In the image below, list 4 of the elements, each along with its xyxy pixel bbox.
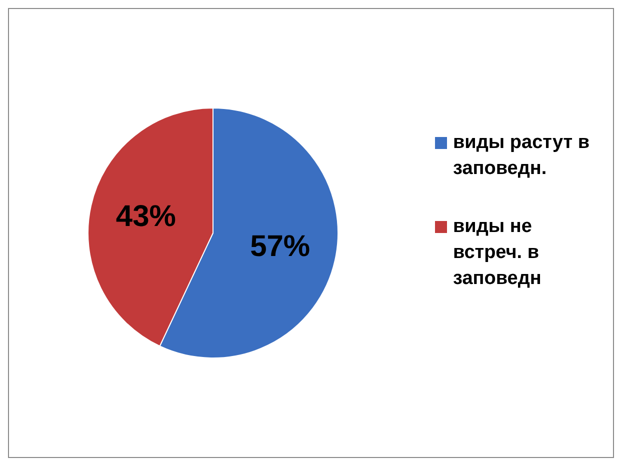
data-label: 57% (250, 230, 310, 263)
legend-label: виды не встреч. в заповедн (453, 216, 542, 289)
data-label: 43% (116, 200, 176, 233)
legend-label: виды растут в заповедн. (453, 132, 590, 179)
